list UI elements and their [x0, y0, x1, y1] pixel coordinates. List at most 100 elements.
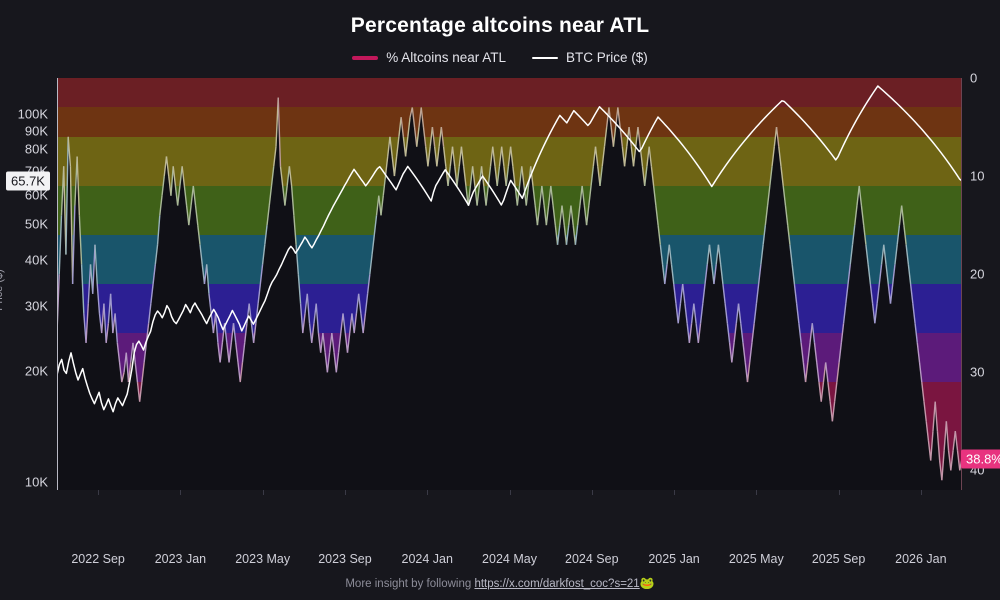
altcoin-series-segment [232, 323, 237, 343]
legend-item-altcoins[interactable]: % Altcoins near ATL [352, 50, 506, 65]
altcoin-series-segment [784, 205, 789, 226]
altcoin-series-segment [335, 352, 340, 373]
altcoin-series-segment [711, 264, 715, 285]
y-tick-left: 50K [24, 216, 48, 232]
altcoin-series-segment [675, 303, 679, 324]
altcoin-series-segment [507, 146, 512, 167]
altcoin-series-segment [583, 205, 588, 226]
altcoin-series-segment [552, 205, 557, 226]
x-tick-label: 2023 Sep [318, 552, 372, 566]
x-axis: 2022 Sep 2023 Jan 2023 May 2023 Sep 2024 Jan… [0, 552, 1000, 572]
altcoin-series-segment [677, 303, 682, 324]
altcoin-series-segment [261, 244, 266, 265]
plot-area[interactable] [57, 78, 962, 490]
altcoin-series-segment [655, 205, 659, 226]
altcoin-series-segment [559, 205, 563, 226]
altcoin-series-segment [340, 313, 344, 334]
altcoin-series-segment [413, 126, 418, 147]
altcoin-series-segment [87, 264, 92, 304]
altcoin-series-segment [483, 185, 487, 206]
altcoin-series-segment [460, 146, 465, 167]
altcoin-series-segment [349, 313, 353, 334]
altcoin-series-segment [138, 382, 143, 402]
x-tick-mark [509, 490, 511, 495]
altcoin-series-segment [505, 166, 510, 186]
altcoin-series-segment [489, 146, 494, 167]
altcoin-series-segment [585, 205, 590, 226]
altcoin-series-segment [869, 283, 874, 304]
altcoin-series-segment [860, 205, 865, 226]
altcoin-series-segment [840, 323, 845, 343]
y-tick-left: 100K [17, 106, 48, 122]
altcoin-series-segment [420, 107, 425, 128]
altcoin-series-segment [317, 332, 322, 353]
altcoin-series-segment [270, 166, 275, 186]
altcoin-series-segment [357, 293, 362, 314]
altcoin-series-segment [802, 362, 807, 383]
altcoin-series-segment [898, 205, 903, 226]
altcoin-series-segment [259, 264, 264, 285]
altcoin-series-segment [704, 264, 708, 285]
altcoin-series-segment [766, 185, 771, 206]
altcoin-series-segment [778, 146, 782, 167]
altcoin-series-segment [311, 323, 315, 343]
altcoin-series-segment [775, 126, 780, 147]
x-tick-label: 2023 May [235, 552, 291, 566]
altcoin-series-segment [150, 283, 154, 304]
altcoin-series-segment [896, 225, 901, 245]
altcoin-series-segment [858, 185, 863, 206]
altcoin-series-segment [648, 146, 653, 167]
altcoin-series-segment [684, 303, 688, 324]
altcoin-series-segment [264, 225, 268, 245]
footer-link[interactable]: https://x.com/darkfost_coc?s=21 [474, 578, 640, 590]
altcoin-series-segment [874, 303, 878, 324]
altcoin-series-segment [521, 166, 525, 186]
altcoin-series-segment [804, 362, 809, 383]
altcoin-series-segment [693, 303, 697, 324]
x-tick-label: 2022 Sep [71, 552, 125, 566]
altcoin-series-segment [286, 166, 291, 186]
altcoin-series-segment [121, 372, 125, 383]
altcoin-series-segment [887, 283, 892, 304]
altcoin-series-segment [302, 313, 306, 334]
altcoin-series-segment [563, 225, 568, 245]
frog-icon: 🐸 [639, 576, 655, 590]
altcoin-series-segment [518, 166, 523, 186]
altcoin-series-segment [749, 342, 753, 363]
altcoin-series-segment [836, 362, 840, 383]
altcoin-series-segment [494, 166, 498, 186]
altcoin-series-segment [588, 185, 592, 206]
y-tick-right: 10 [970, 168, 985, 184]
axis-line-right [961, 78, 962, 490]
altcoin-series-segment [427, 146, 431, 167]
altcoin-series-segment [892, 264, 896, 285]
altcoin-series-segment [659, 244, 664, 265]
altcoin-series-segment [416, 126, 420, 147]
page-title: Percentage altcoins near ATL [350, 14, 650, 37]
altcoin-series-segment [331, 332, 335, 353]
altcoin-series-segment [572, 225, 577, 245]
altcoin-series-segment [462, 166, 467, 186]
legend-item-btc-price[interactable]: BTC Price ($) [532, 50, 648, 65]
altcoin-series-segment [404, 136, 409, 157]
y-tick-right: 0 [970, 70, 978, 86]
altcoin-series-segment [789, 244, 793, 265]
altcoin-series-segment [664, 264, 668, 285]
x-tick-mark [591, 490, 593, 495]
altcoin-series-segment [199, 244, 203, 265]
altcoin-series-segment [281, 185, 286, 206]
altcoin-series-segment [425, 146, 429, 167]
altcoin-series-segment [476, 185, 481, 206]
altcoin-series-segment [845, 283, 849, 304]
altcoin-series-segment [831, 401, 836, 422]
altcoin-series-segment [159, 195, 163, 216]
altcoin-series-segment [954, 431, 959, 451]
altcoin-series-segment [637, 126, 641, 147]
altcoin-series-segment [237, 362, 241, 383]
altcoin-series-segment [512, 166, 516, 186]
altcoin-series-segment [353, 313, 358, 334]
altcoin-series-segment [610, 126, 615, 147]
altcoin-series-segment [369, 254, 373, 275]
altcoin-series-segment [603, 126, 608, 147]
altcoin-series-segment [127, 362, 132, 383]
